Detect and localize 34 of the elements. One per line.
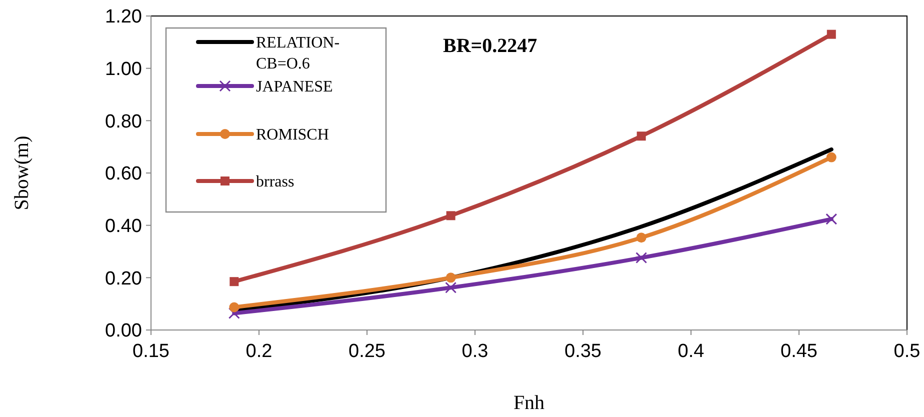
point <box>826 152 836 162</box>
x-tick-label: 0.35 <box>564 341 602 362</box>
point <box>445 282 457 294</box>
y-axis-title: Sbow(m) <box>11 136 33 210</box>
y-tick-label: 0.80 <box>105 111 142 132</box>
legend-label: ROMISCH <box>256 126 330 144</box>
point <box>228 308 240 320</box>
y-tick-label: 1.00 <box>105 58 142 80</box>
x-tick-label: 0.5 <box>894 341 920 362</box>
x-tick-label: 0.25 <box>348 341 386 362</box>
legend-label: brrass <box>256 174 294 191</box>
point <box>826 213 838 225</box>
point <box>636 252 648 264</box>
legend-label: RELATION-CB=O.6 <box>256 34 340 72</box>
x-tick-label: 0.15 <box>132 341 170 362</box>
point <box>229 302 240 312</box>
point <box>636 132 646 141</box>
point <box>636 232 646 243</box>
y-tick-label: 0.00 <box>105 320 142 342</box>
legend-label: JAPANESE <box>256 78 333 96</box>
point <box>446 272 456 283</box>
annotation: BR=0.2247 <box>443 35 538 57</box>
x-axis-title: Fnh <box>513 392 545 414</box>
point <box>446 211 456 220</box>
x-tick-label: 0.45 <box>780 341 818 362</box>
point <box>230 277 239 286</box>
y-tick-label: 0.60 <box>105 164 142 185</box>
x-tick-label: 0.3 <box>462 341 488 362</box>
y-tick-label: 0.20 <box>105 268 142 290</box>
point <box>826 30 836 39</box>
y-tick-label: 0.40 <box>105 216 142 237</box>
y-tick-label: 1.20 <box>105 6 142 28</box>
x-tick-label: 0.4 <box>678 341 705 362</box>
x-tick-label: 0.2 <box>246 341 272 362</box>
